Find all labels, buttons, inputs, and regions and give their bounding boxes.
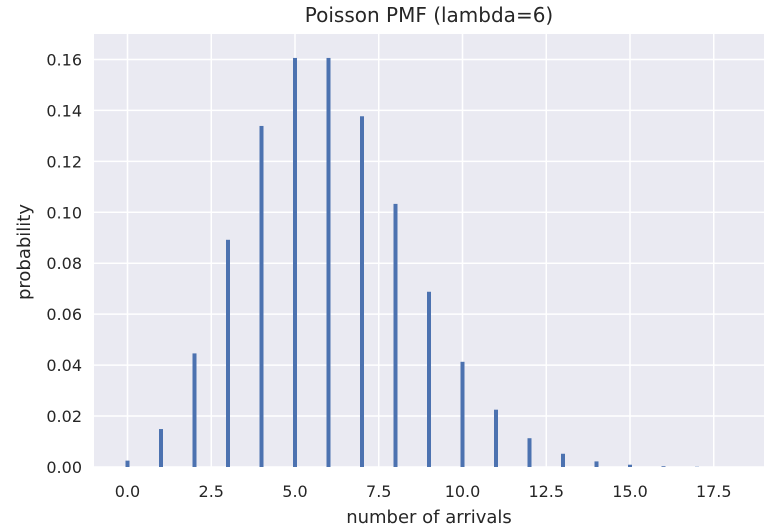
bar-9 — [427, 291, 431, 467]
y-tick-label: 0.16 — [46, 50, 82, 69]
bar-2 — [192, 353, 197, 467]
x-tick-label: 7.5 — [366, 482, 391, 501]
y-tick-label: 0.12 — [46, 152, 82, 171]
x-tick-label: 15.0 — [612, 482, 648, 501]
y-tick-label: 0.08 — [46, 254, 82, 273]
bar-0 — [125, 460, 130, 467]
x-tick-label: 12.5 — [528, 482, 564, 501]
y-tick-labels: 0.00 0.02 0.04 0.06 0.08 0.10 0.12 0.14 0.16 — [46, 50, 82, 477]
bar-1 — [159, 429, 163, 467]
bar-3 — [226, 239, 230, 467]
bar-10 — [460, 361, 465, 467]
x-tick-label: 0.0 — [115, 482, 140, 501]
y-tick-label: 0.14 — [46, 101, 82, 120]
bar-5 — [293, 57, 297, 467]
bar-11 — [494, 409, 498, 467]
bar-16 — [661, 466, 666, 467]
bar-8 — [393, 203, 398, 467]
x-tick-label: 5.0 — [282, 482, 307, 501]
y-tick-label: 0.02 — [46, 407, 82, 426]
x-tick-label: 10.0 — [445, 482, 481, 501]
y-axis-label: probability — [14, 204, 35, 300]
bar-12 — [527, 438, 532, 467]
bar-7 — [360, 116, 364, 468]
bar-14 — [594, 461, 599, 467]
bar-15 — [628, 464, 632, 467]
x-tick-labels: 0.0 2.5 5.0 7.5 10.0 12.5 15.0 17.5 — [115, 482, 732, 501]
y-tick-label: 0.00 — [46, 458, 82, 477]
bar-4 — [259, 125, 264, 467]
x-tick-label: 17.5 — [696, 482, 732, 501]
chart-title: Poisson PMF (lambda=6) — [305, 3, 553, 27]
x-axis-label: number of arrivals — [346, 507, 512, 528]
y-tick-label: 0.04 — [46, 356, 82, 375]
y-tick-label: 0.06 — [46, 305, 82, 324]
x-tick-label: 2.5 — [199, 482, 224, 501]
y-tick-label: 0.10 — [46, 203, 82, 222]
bars — [125, 57, 699, 468]
bar-13 — [561, 453, 565, 467]
bar-6 — [326, 57, 331, 467]
